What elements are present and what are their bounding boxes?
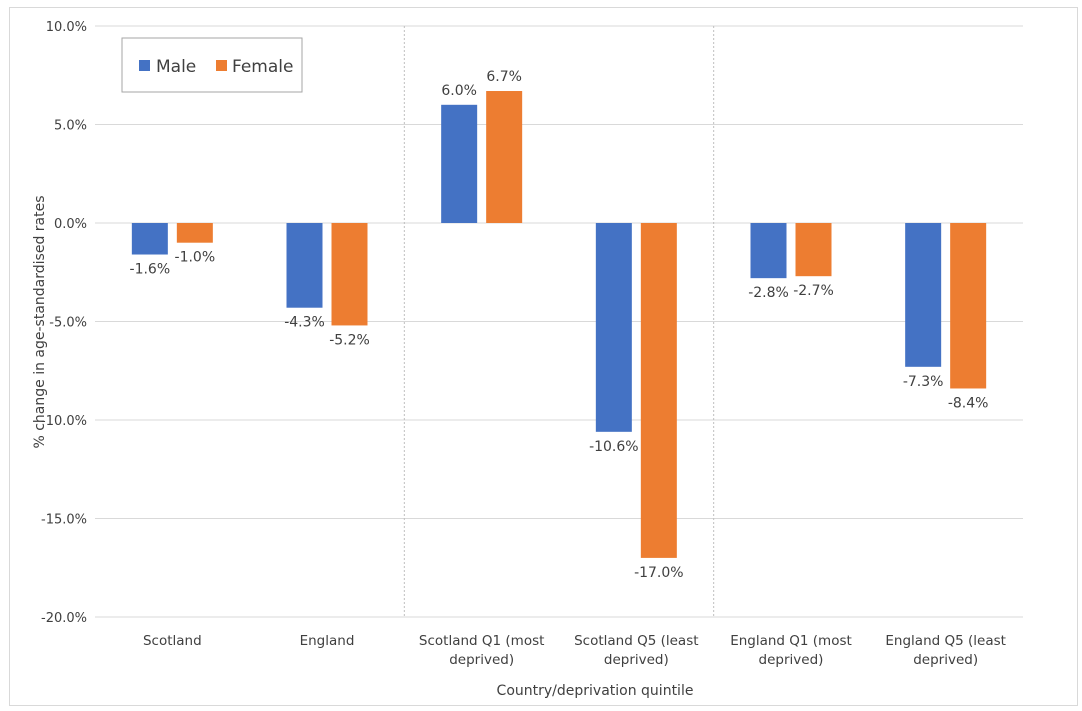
legend-box (121, 37, 303, 93)
group-dividers (403, 26, 715, 617)
y-tick-label: 10.0% (46, 20, 87, 35)
data-label-female: 6.7% (486, 69, 522, 85)
legend-label-female: Female (232, 57, 293, 77)
bar-male (595, 223, 632, 432)
x-tick-label-line: deprived) (759, 652, 824, 668)
y-tick-label: 0.0% (54, 217, 87, 232)
bar-female (331, 223, 368, 326)
data-label-male: -4.3% (284, 315, 325, 331)
data-label-male: -2.8% (748, 285, 789, 301)
x-tick-label-line: Scotland Q1 (most (419, 633, 545, 649)
x-axis-title: Country/deprivation quintile (497, 683, 694, 699)
legend[interactable]: Male Female (121, 37, 303, 93)
bar-female (640, 223, 677, 558)
data-label-female: -2.7% (793, 283, 834, 299)
bar-male (750, 223, 787, 279)
x-tick-label-line: England (300, 633, 355, 649)
data-label-male: -1.6% (130, 262, 171, 278)
x-tick-label: Scotland Q1 (most deprived) (419, 633, 545, 668)
bar-male (286, 223, 323, 308)
data-label-female: -17.0% (634, 565, 684, 581)
y-axis-title: % change in age-standardised rates (32, 195, 48, 448)
x-tick-label: England Q5 (least deprived) (885, 633, 1006, 668)
y-tick-label: -5.0% (49, 316, 87, 331)
data-label-male: -10.6% (589, 439, 639, 455)
data-label-female: -1.0% (175, 250, 216, 266)
data-label-male: -7.3% (903, 374, 944, 390)
x-axis-ticks: Scotland England Scotland Q1 (most deprived… (143, 633, 1006, 668)
bar-female (950, 223, 987, 389)
x-tick-label-line: Scotland Q5 (least (574, 633, 698, 649)
y-tick-label: -10.0% (41, 414, 87, 429)
bar-female (795, 223, 832, 277)
data-label-female: -5.2% (329, 332, 370, 348)
legend-label-male: Male (156, 57, 196, 77)
bar-female (176, 223, 213, 243)
data-label-male: 6.0% (441, 83, 477, 99)
bar-male (131, 223, 168, 255)
x-tick-label-line: deprived) (449, 652, 514, 668)
y-tick-label: -15.0% (41, 513, 87, 528)
x-tick-label: Scotland (143, 633, 202, 649)
data-labels: -1.6%-1.0% -4.3%-5.2% 6.0% 6.7% -10.6% -17.0%… (130, 69, 989, 581)
bar-female (486, 91, 523, 223)
x-tick-label: England (300, 633, 355, 649)
y-axis-ticks: 10.0% 5.0% 0.0% -5.0% -10.0% -15.0% -20.0% (41, 20, 87, 626)
x-tick-label-line: deprived) (604, 652, 669, 668)
y-tick-label: 5.0% (54, 119, 87, 134)
bar-male (905, 223, 942, 367)
x-tick-label-line: Scotland (143, 633, 202, 649)
x-tick-label: England Q1 (most deprived) (730, 633, 852, 668)
chart-frame (9, 7, 1078, 706)
x-tick-label-line: England Q1 (most (730, 633, 852, 649)
gridlines (95, 25, 1023, 618)
bar-male (441, 104, 478, 223)
legend-swatch-female (216, 60, 227, 71)
bars (131, 91, 987, 558)
legend-swatch-male (139, 60, 150, 71)
data-label-female: -8.4% (948, 395, 989, 411)
x-tick-label-line: deprived) (913, 652, 978, 668)
y-tick-label: -20.0% (41, 611, 87, 626)
x-tick-label-line: England Q5 (least (885, 633, 1006, 649)
x-tick-label: Scotland Q5 (least deprived) (574, 633, 698, 668)
